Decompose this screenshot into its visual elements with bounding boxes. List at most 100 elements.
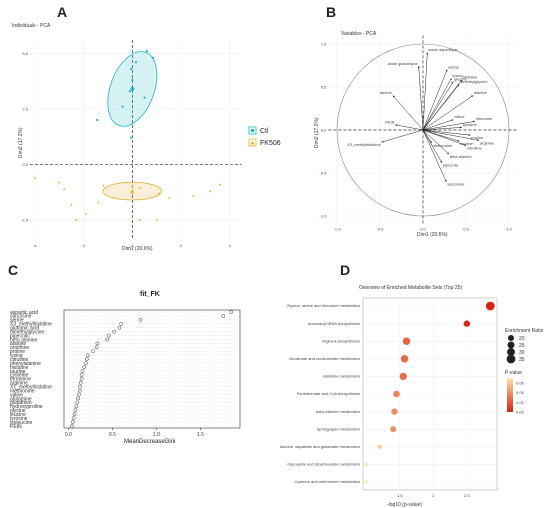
vector-taurine — [392, 95, 424, 131]
enrichment-point-glyoxylate-and-dicarboxylate-metabolism — [364, 462, 369, 467]
importance-point-threonine — [79, 376, 84, 381]
point-fk506 — [84, 212, 88, 215]
vector-label-valine: valine — [454, 114, 465, 119]
category-label-x1-methylhistidine: X1_methylhistidine — [10, 384, 52, 390]
category-label-ornithine: ornithine — [10, 345, 29, 351]
y-tick-label: 0.0 — [22, 162, 28, 167]
importance-point-dimethylglycine — [112, 329, 117, 334]
size-legend-dot — [507, 341, 515, 349]
y-axis-label: Dim2 (17.2%) — [314, 117, 320, 148]
vector-methionine — [422, 129, 432, 144]
size-legend-title: Enrichment Ratio — [505, 328, 544, 334]
category-label-glycine: glycine — [10, 408, 26, 414]
importance-point-methionine — [77, 388, 82, 393]
point-fk506 — [192, 194, 195, 197]
importance-point-citrulline — [85, 357, 89, 362]
importance-point-glycine — [73, 408, 78, 413]
pathway-label-glyoxylate-and-dicarboxylate-metabolism: Glyoxylate and dicarboxylate metabolism — [287, 462, 360, 467]
vector-label-citrulline: citrulline — [467, 145, 482, 150]
importance-point-tyrosine — [71, 416, 76, 420]
enrichment-point-sphingolipid-metabolism — [390, 426, 397, 433]
pathway-label-beta-alanine-metabolism: beta-Alanine metabolism — [316, 409, 361, 414]
importance-point-histidine — [82, 365, 87, 369]
importance-point-beta-alanine — [105, 337, 109, 342]
vector-label-methionine: methionine — [433, 143, 453, 148]
size-legend-label: 25 — [519, 343, 525, 349]
importance-point-x3-methylhistidine — [119, 321, 124, 326]
enrichment-point-arginine-biosynthesis — [402, 337, 411, 345]
vector-acide-glutamique — [417, 66, 424, 131]
importance-point-sarcosine — [221, 314, 226, 318]
importance-point-valine — [77, 392, 81, 397]
x-axis-label: -log10 (p-value) — [387, 502, 422, 508]
y-tick-label: 0.5 — [321, 85, 327, 90]
point-fk506 — [131, 192, 134, 195]
point-ctl — [95, 118, 99, 122]
category-label-beta-alanine: beta alanine — [10, 337, 37, 343]
legend-ctl-dot — [250, 128, 255, 133]
point-ctl — [151, 56, 155, 59]
vector-label-proline: proline — [471, 135, 484, 140]
importance-point-phenylalanine — [84, 361, 88, 365]
random-forest-importance-chart: fit_FK aspartic acidsarcosineserineX3_me… — [10, 291, 241, 445]
vector-dimethylglycine — [422, 84, 460, 131]
centroid-fk506 — [130, 189, 135, 193]
vector-acide-aspartique — [422, 52, 429, 131]
p-value-tick-label: 0.02 — [516, 400, 525, 405]
chart-title: fit_FK — [140, 291, 160, 298]
vector-label-alanine: alanine — [474, 90, 488, 95]
vector-petn — [395, 124, 424, 131]
vector-label-arginine: arginine — [480, 140, 495, 145]
chart-title: Overview of Enriched Metabolite Sets (To… — [359, 285, 462, 291]
importance-point-lysine — [85, 353, 90, 358]
pathway-label-nicotinate-and-nicotinamide-metabolism: Nicotinate and nicotinamide metabolism — [289, 356, 360, 361]
point-fk506 — [138, 218, 141, 221]
x-tick-label: 2 — [180, 243, 183, 248]
x-tick-label: 1.0 — [506, 227, 512, 232]
pca-variables-chart: Variables - PCA -1.0 -1.0 -0.5 -0.5 0.0 0.0 0.… — [314, 31, 518, 238]
x-tick-label: 0.0 — [65, 432, 72, 438]
vector-label-tyrosine: tyrosine — [463, 122, 478, 127]
category-label-arginine: arginine — [10, 381, 28, 387]
vector-citrulline — [422, 129, 467, 146]
importance-points — [70, 310, 234, 428]
importance-point-aspartic-acid — [229, 310, 234, 314]
metabolite-enrichment-chart: Overview of Enriched Metabolite Sets (To… — [280, 285, 544, 508]
vector-label-glycine: glycine — [454, 76, 467, 81]
importance-point-glutamine — [76, 396, 80, 401]
x-tick-label: -4 — [33, 243, 37, 248]
x-tick-label: 4 — [229, 243, 232, 248]
importance-point-arginine — [78, 380, 83, 385]
legend: Ctl FK506 — [248, 126, 281, 147]
point-fk506 — [62, 187, 66, 190]
plot-area: -1.0 -1.0 -0.5 -0.5 0.0 0.0 0.5 0.5 1.0 1.0 — [319, 35, 518, 232]
variable-vectors: acide aspartique acide glutamique serine hi… — [347, 47, 495, 187]
vector-x3-methylhistidine — [381, 129, 424, 143]
pathway-label-sphingolipid-metabolism: Sphingolipid metabolism — [317, 426, 361, 431]
p-value-tick-label: 0.00 — [516, 410, 525, 415]
category-label-petn: PEtN — [10, 424, 22, 430]
vector-sarcosine — [422, 129, 447, 182]
pathway-label-arginine-biosynthesis: Arginine biosynthesis — [322, 338, 360, 343]
plot-area: 1.5 2 2.5 Glycine, serine and threonine met… — [280, 297, 498, 498]
x-tick-label: 0.5 — [109, 432, 116, 438]
x-tick-label: 1.0 — [153, 432, 160, 438]
vector-glycine — [422, 81, 454, 131]
legend-fk506-key — [248, 138, 257, 147]
category-label-cysteine: cysteine — [10, 373, 29, 379]
importance-point-x1-methylhistidine — [77, 384, 82, 389]
x-tick-label: 1.5 — [197, 432, 204, 438]
category-label-citrulline: citrulline — [10, 357, 29, 363]
vector-label-acide-aspartique: acide aspartique — [428, 47, 458, 52]
pca-individuals-chart: Individuals - PCA -4 -2 0 2 4 -2.5 0.0 2.5 5.0 D… — [12, 23, 281, 252]
y-tick-label: 5.0 — [22, 51, 28, 56]
point-ctl — [131, 78, 134, 82]
enrichment-point-glycine-serine-and-threonine-metabolism — [485, 301, 495, 311]
category-label-serine: serine — [10, 318, 24, 324]
point-ctl — [121, 105, 124, 108]
pathway-label-alanine-aspartate-and-glutamate-metabolism: Alanine, aspartate and glutamate metabol… — [280, 444, 361, 449]
point-ctl — [134, 61, 138, 64]
legend-fk506-triangle — [250, 140, 255, 145]
category-label-threonine: threonine — [10, 377, 31, 383]
